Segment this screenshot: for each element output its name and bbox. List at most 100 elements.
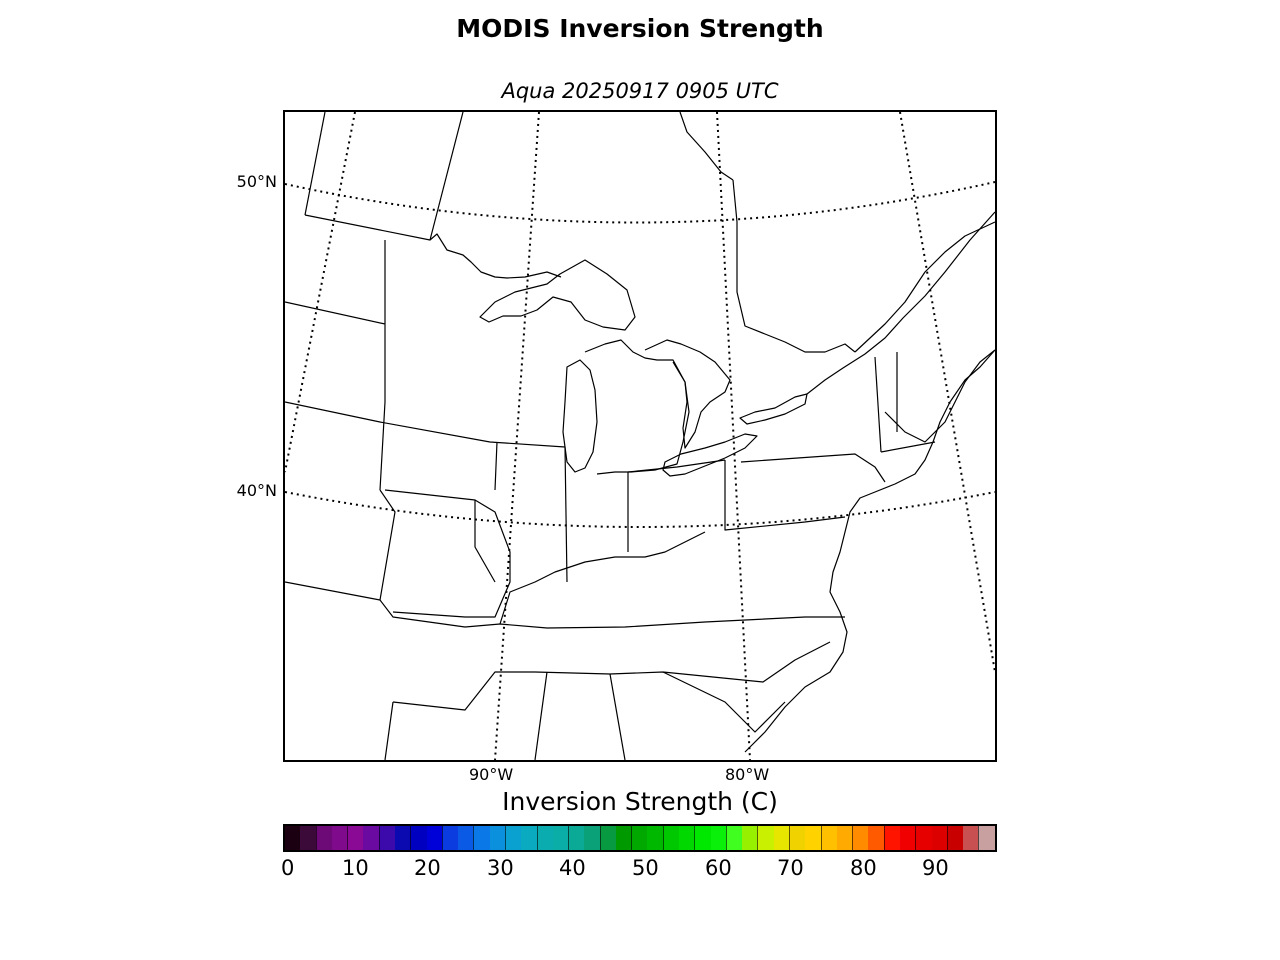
latitude-label-50n: 50°N xyxy=(236,172,277,191)
colorbar-swatch xyxy=(331,826,348,850)
colorbar-swatch xyxy=(504,826,522,850)
colorbar-swatch xyxy=(521,826,537,850)
colorbar-tick-80: 80 xyxy=(850,856,877,880)
colorbar-swatch xyxy=(883,826,900,850)
meridian-80w xyxy=(716,112,751,760)
state-border-8 xyxy=(534,671,548,760)
canada-us-border xyxy=(304,214,562,279)
lake-huron xyxy=(644,339,731,449)
michigan-mainland xyxy=(584,339,690,475)
colorbar-swatch xyxy=(946,826,964,850)
hudson-bay-coast xyxy=(679,112,734,181)
colorbar-swatch xyxy=(552,826,569,850)
quebec-coast xyxy=(854,221,995,353)
maritime-coast xyxy=(884,349,995,443)
state-border-19 xyxy=(880,441,936,453)
colorbar-swatch xyxy=(363,826,379,850)
colorbar-tick-30: 30 xyxy=(487,856,514,880)
parallel-40n xyxy=(285,491,995,528)
colorbar-swatch xyxy=(489,826,505,850)
colorbar-swatch xyxy=(805,826,821,850)
state-border-14 xyxy=(627,459,726,473)
state-border-24 xyxy=(429,112,464,241)
colorbar-swatch xyxy=(441,826,459,850)
latitude-label-40n: 40°N xyxy=(236,481,277,500)
state-border-3 xyxy=(285,489,396,601)
state-border-7 xyxy=(392,641,831,711)
lake-ontario xyxy=(739,393,808,425)
longitude-label-80w: 80°W xyxy=(725,765,770,784)
colorbar xyxy=(283,824,997,852)
colorbar-tick-40: 40 xyxy=(559,856,586,880)
colorbar-swatch xyxy=(584,826,600,850)
meridian-90w xyxy=(494,112,540,760)
colorbar-tick-0: 0 xyxy=(281,856,295,880)
colorbar-swatch xyxy=(978,826,995,850)
lake-superior xyxy=(479,259,636,331)
lake-michigan xyxy=(562,359,598,473)
colorbar-swatch xyxy=(473,826,490,850)
state-border-16 xyxy=(740,453,886,483)
colorbar-swatch xyxy=(410,826,427,850)
colorbar-swatch xyxy=(536,826,553,850)
colorbar-swatch xyxy=(725,826,743,850)
colorbar-swatch xyxy=(647,826,663,850)
colorbar-swatch xyxy=(300,826,316,850)
colorbar-tick-20: 20 xyxy=(414,856,441,880)
state-border-21 xyxy=(474,500,496,583)
colorbar-swatch xyxy=(899,826,916,850)
basemap xyxy=(285,112,995,760)
state-border-5 xyxy=(379,599,845,629)
colorbar-swatch xyxy=(679,826,695,850)
colorbar-swatch xyxy=(868,826,884,850)
colorbar-tick-90: 90 xyxy=(922,856,949,880)
colorbar-swatch xyxy=(852,826,869,850)
state-border-9 xyxy=(609,673,626,760)
figure-title: MODIS Inversion Strength xyxy=(456,14,824,43)
colorbar-swatch xyxy=(773,826,789,850)
parallel-50n xyxy=(285,181,995,224)
state-border-4 xyxy=(384,489,511,618)
state-border-15 xyxy=(724,460,846,531)
state-border-17 xyxy=(874,356,882,453)
colorbar-swatch xyxy=(285,826,301,850)
colorbar-swatch xyxy=(378,826,395,850)
st-lawrence xyxy=(806,211,995,395)
colorbar-swatch xyxy=(742,826,758,850)
colorbar-swatch xyxy=(568,826,585,850)
colorbar-swatch xyxy=(631,826,648,850)
colorbar-swatch xyxy=(789,826,806,850)
colorbar-swatch xyxy=(694,826,711,850)
colorbar-swatch xyxy=(836,826,853,850)
state-border-2 xyxy=(285,401,566,448)
colorbar-swatch xyxy=(931,826,947,850)
colorbar-tick-60: 60 xyxy=(705,856,732,880)
longitude-label-90w: 90°W xyxy=(469,765,514,784)
colorbar-swatch xyxy=(757,826,774,850)
state-border-22 xyxy=(304,112,326,216)
colorbar-tick-50: 50 xyxy=(632,856,659,880)
state-border-11 xyxy=(499,531,706,625)
lake-erie xyxy=(662,433,758,477)
colorbar-swatch xyxy=(458,826,474,850)
atlantic-coast xyxy=(744,349,995,753)
meridian-100w xyxy=(285,112,356,473)
colorbar-swatch xyxy=(394,826,411,850)
colorbar-swatch xyxy=(599,826,616,850)
colorbar-swatch xyxy=(915,826,932,850)
colorbar-swatch xyxy=(963,826,979,850)
state-border-1 xyxy=(285,301,386,491)
meridian-70w xyxy=(899,112,995,673)
colorbar-swatch xyxy=(662,826,680,850)
colorbar-tick-70: 70 xyxy=(777,856,804,880)
james-bay-coast xyxy=(732,179,856,353)
colorbar-swatch xyxy=(426,826,442,850)
colorbar-tick-10: 10 xyxy=(342,856,369,880)
state-border-20 xyxy=(494,441,498,491)
colorbar-swatch xyxy=(710,826,726,850)
colorbar-swatch xyxy=(347,826,364,850)
state-border-6 xyxy=(384,701,394,760)
colorbar-swatch xyxy=(820,826,837,850)
state-border-10 xyxy=(662,671,786,733)
map-panel xyxy=(283,110,997,762)
